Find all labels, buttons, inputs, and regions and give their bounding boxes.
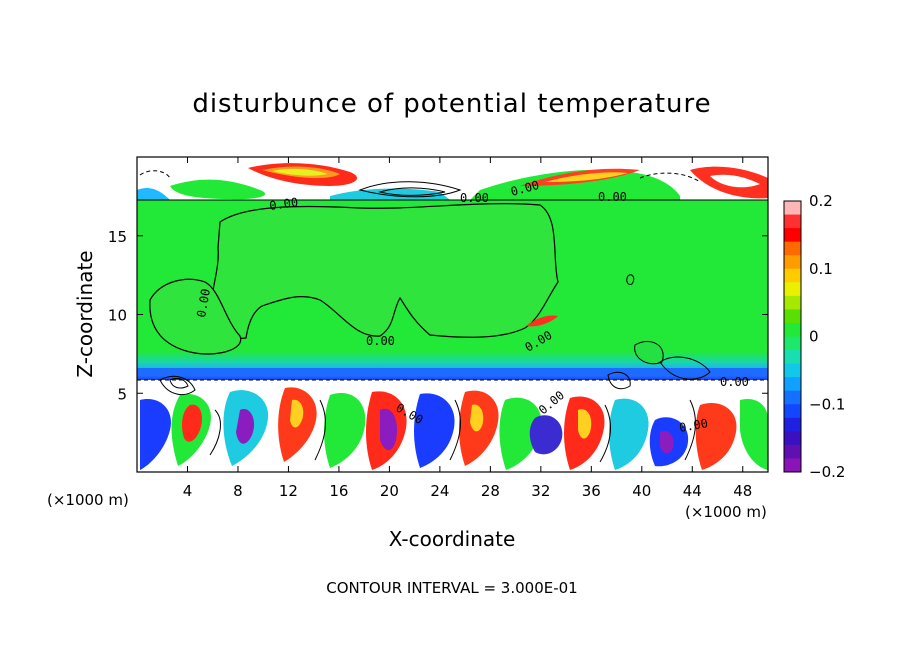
colorbar-swatch (784, 458, 801, 473)
contour-label: 0.00 (598, 190, 627, 204)
colorbar-tick-label: −0.1 (809, 395, 845, 413)
contour-label: 0.00 (366, 334, 395, 348)
colorbar-swatch (784, 282, 801, 297)
x-tick-label: 44 (683, 482, 702, 500)
colorbar: 0.2 0.1 0 −0.1 −0.2 (783, 192, 845, 481)
colorbar-frame (783, 200, 802, 473)
x-tick-label: 36 (582, 482, 601, 500)
x-tick-label: 28 (481, 482, 500, 500)
contour-label: 0.00 (194, 288, 213, 319)
x-tick-label: 32 (531, 482, 550, 500)
middle-layer-blue-edge (137, 368, 768, 376)
contour-label: 0.00 (460, 191, 489, 205)
x-tick-label: 8 (233, 482, 243, 500)
chart-title: disturbunce of potential temperature (192, 89, 711, 119)
colorbar-swatch (784, 214, 801, 229)
x-tick-label: 20 (380, 482, 399, 500)
x-tick-label: 16 (329, 482, 348, 500)
contour-lines (137, 170, 768, 463)
colorbar-swatch (784, 255, 801, 270)
colorbar-swatch (784, 404, 801, 419)
colorbar-tick-label: 0.1 (809, 260, 833, 278)
contour-label: 0.00 (720, 375, 749, 389)
contour-interval-note: CONTOUR INTERVAL = 3.000E-01 (326, 579, 577, 597)
colorbar-swatch (784, 350, 801, 365)
colorbar-tick-label: 0 (809, 328, 819, 346)
zero-contour-region (211, 202, 559, 339)
colorbar-swatch (784, 390, 801, 405)
plot-area (137, 157, 768, 472)
x-tick-label: 12 (279, 482, 298, 500)
colorbar-swatch (784, 228, 801, 243)
colorbar-swatch (784, 201, 801, 216)
colorbar-swatch (784, 241, 801, 256)
right-small-contour (626, 274, 635, 285)
colorbar-swatch (784, 295, 801, 310)
z-unit-label: (×1000 m) (47, 491, 129, 509)
right-lower-contour (634, 340, 664, 365)
colorbar-swatch (784, 431, 801, 446)
x-tick-label: 4 (183, 482, 193, 500)
colorbar-swatch (784, 444, 801, 459)
colorbar-swatch (784, 336, 801, 351)
y-axis: 5 10 15 (108, 228, 768, 403)
hot-spot-mid (526, 315, 558, 327)
y-axis-label: Z-coordinate (73, 250, 97, 377)
x-tick-label: 40 (632, 482, 651, 500)
x-tick-label: 24 (430, 482, 449, 500)
colorbar-swatch (784, 417, 801, 432)
colorbar-tick-label: −0.2 (809, 463, 845, 481)
x-axis-label: X-coordinate (389, 527, 516, 551)
y-tick-label: 10 (108, 307, 127, 325)
colorbar-swatch (784, 377, 801, 392)
colorbar-swatch (784, 309, 801, 324)
left-zero-contour (149, 278, 242, 355)
x-tick-label: 48 (733, 482, 752, 500)
colorbar-swatch (784, 363, 801, 378)
y-tick-label: 15 (108, 228, 127, 246)
x-axis: 4 8 12 16 20 24 28 32 36 40 44 48 (183, 157, 752, 500)
upper-layer-field (137, 163, 768, 200)
colorbar-swatch (784, 322, 801, 337)
y-tick-label: 5 (117, 385, 127, 403)
x-unit-label: (×1000 m) (685, 503, 767, 521)
colorbar-tick-label: 0.2 (809, 192, 833, 210)
contour-label: 0.00 (268, 195, 299, 213)
contour-label: 0.00 (678, 416, 709, 435)
colorbar-swatch (784, 268, 801, 283)
lower-layer-field (137, 380, 768, 472)
